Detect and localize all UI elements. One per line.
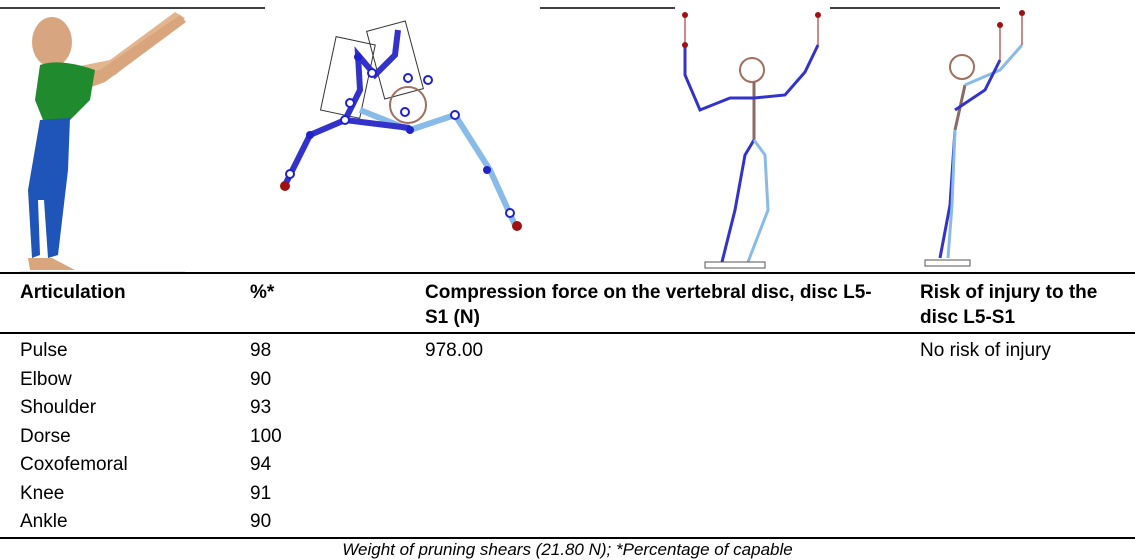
column-header: Compression force on the vertebral disc,… bbox=[425, 280, 875, 330]
table-cell: Coxofemoral bbox=[20, 453, 128, 477]
rule bbox=[0, 537, 1135, 539]
table-cell: Pulse bbox=[20, 339, 68, 363]
table-cell: 100 bbox=[250, 425, 282, 449]
caption: Weight of pruning shears (21.80 N); *Per… bbox=[0, 540, 1135, 560]
skeleton-side-2 bbox=[925, 10, 1025, 266]
table-cell: 90 bbox=[250, 510, 271, 534]
rule bbox=[0, 272, 1135, 274]
table-cell: Ankle bbox=[20, 510, 68, 534]
table-cell: No risk of injury bbox=[920, 339, 1051, 363]
column-header: Articulation bbox=[20, 280, 126, 305]
table-cell: 98 bbox=[250, 339, 271, 363]
column-header: %* bbox=[250, 280, 274, 305]
table-cell: Elbow bbox=[20, 368, 72, 392]
column-header: Risk of injury to the disc L5-S1 bbox=[920, 280, 1120, 330]
table-cell: 978.00 bbox=[425, 339, 483, 363]
figures-row bbox=[0, 0, 1135, 275]
table-cell: Shoulder bbox=[20, 396, 96, 420]
table-cell: Dorse bbox=[20, 425, 71, 449]
page: {"table": { "columns": ["Articulation", … bbox=[0, 0, 1135, 560]
table-cell: 93 bbox=[250, 396, 271, 420]
skeleton-front bbox=[682, 12, 821, 268]
skeleton-side bbox=[280, 21, 522, 231]
table-cell: 90 bbox=[250, 368, 271, 392]
table-cell: 91 bbox=[250, 482, 271, 506]
table-cell: Knee bbox=[20, 482, 64, 506]
table-cell: 94 bbox=[250, 453, 271, 477]
rule bbox=[0, 332, 1135, 334]
human-figure bbox=[20, 12, 186, 272]
